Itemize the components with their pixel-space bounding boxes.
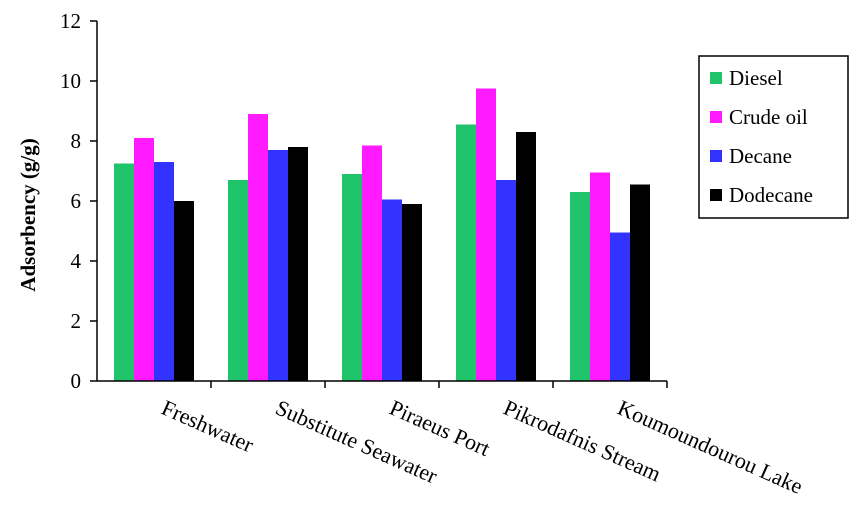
legend-label: Dodecane <box>729 183 813 207</box>
category-label: Koumoundourou Lake <box>614 395 807 499</box>
bar-diesel <box>342 174 362 381</box>
bar-diesel <box>570 192 590 381</box>
bar-dodecane <box>174 201 194 381</box>
legend-swatch <box>710 72 722 84</box>
legend-swatch <box>710 189 722 201</box>
bar-decane <box>496 180 516 381</box>
y-tick-label: 12 <box>60 9 81 33</box>
y-tick-label: 0 <box>71 369 82 393</box>
bar-dodecane <box>630 184 650 381</box>
bar-crude-oil <box>476 88 496 381</box>
bar-decane <box>610 232 630 381</box>
legend: Diesel Crude oil Decane Dodecane <box>698 55 849 219</box>
bar-dodecane <box>516 132 536 381</box>
bar-dodecane <box>402 204 422 381</box>
legend-swatch <box>710 150 722 162</box>
y-tick-label: 8 <box>71 129 82 153</box>
legend-label: Crude oil <box>729 105 808 129</box>
bar-crude-oil <box>248 114 268 381</box>
bar-diesel <box>228 180 248 381</box>
legend-label: Decane <box>729 144 792 168</box>
y-tick-label: 4 <box>71 249 82 273</box>
y-tick-label: 2 <box>71 309 82 333</box>
bar-decane <box>154 162 174 381</box>
legend-swatch <box>710 111 722 123</box>
bar-diesel <box>456 124 476 381</box>
legend-label: Diesel <box>729 66 783 90</box>
bar-decane <box>268 150 288 381</box>
bar-diesel <box>114 163 134 381</box>
y-axis-title: Adsorbency (g/g) <box>16 138 40 291</box>
bars-group <box>114 88 668 388</box>
y-axis-ticks: 0 2 4 6 8 10 12 <box>60 9 97 393</box>
legend-box <box>698 55 849 219</box>
category-label: Freshwater <box>158 395 258 458</box>
bar-dodecane <box>288 147 308 381</box>
bar-decane <box>382 199 402 381</box>
bar-crude-oil <box>590 172 610 381</box>
y-tick-label: 6 <box>71 189 82 213</box>
y-tick-label: 10 <box>60 69 81 93</box>
bar-crude-oil <box>362 145 382 381</box>
bar-crude-oil <box>134 138 154 381</box>
